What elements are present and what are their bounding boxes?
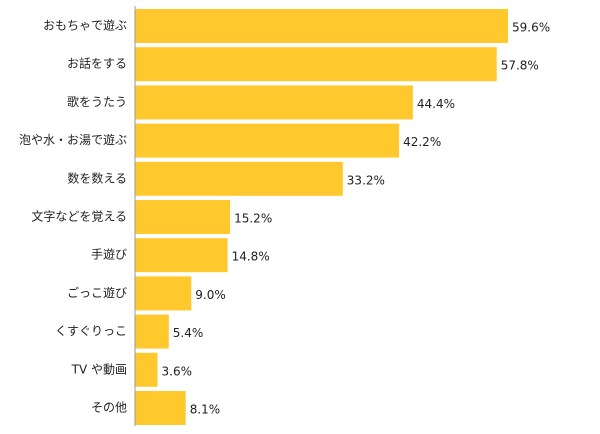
bar-8 bbox=[135, 314, 169, 349]
bar-0 bbox=[135, 9, 508, 43]
bar-6 bbox=[135, 238, 228, 273]
category-label-6: 手遊び bbox=[91, 247, 127, 262]
bar-4 bbox=[135, 161, 343, 196]
bar-3 bbox=[135, 123, 400, 158]
value-label-4: 33.2% bbox=[347, 173, 385, 187]
value-labels-group: 59.6% 57.8% 44.4% 42.2% 33.2% 15.2% 14.8% 9.0% 5… bbox=[162, 21, 551, 417]
value-label-0: 59.6% bbox=[512, 21, 550, 35]
bar-7 bbox=[135, 276, 192, 311]
category-label-10: その他 bbox=[91, 401, 127, 415]
category-label-3: 泡や水・お湯で遊ぶ bbox=[19, 132, 127, 147]
value-label-9: 3.6% bbox=[162, 364, 193, 378]
category-label-9: TV や動画 bbox=[71, 362, 127, 376]
category-label-1: お話をする bbox=[67, 56, 127, 71]
category-label-0: おもちゃで遊ぶ bbox=[43, 18, 127, 33]
category-labels-group: おもちゃで遊ぶお話をする歌をうたう泡や水・お湯で遊ぶ数を数える文字などを覚える手… bbox=[19, 18, 127, 415]
category-label-7: ごっこ遊び bbox=[67, 285, 127, 300]
value-label-8: 5.4% bbox=[173, 326, 204, 340]
bar-1 bbox=[135, 47, 497, 82]
value-label-1: 57.8% bbox=[501, 59, 539, 73]
category-label-4: 数を数える bbox=[67, 170, 127, 185]
value-label-5: 15.2% bbox=[234, 212, 272, 226]
value-label-3: 42.2% bbox=[403, 135, 441, 149]
category-label-5: 文字などを覚える bbox=[31, 209, 127, 224]
bar-2 bbox=[135, 85, 413, 120]
category-label-2: 歌をうたう bbox=[67, 94, 127, 109]
value-label-2: 44.4% bbox=[417, 97, 455, 111]
bar-5 bbox=[135, 200, 231, 234]
value-label-7: 9.0% bbox=[195, 288, 226, 302]
bars-group bbox=[135, 9, 508, 425]
value-label-10: 8.1% bbox=[190, 403, 221, 417]
category-label-8: くすぐりっこ bbox=[55, 324, 127, 338]
bar-9 bbox=[135, 352, 158, 387]
value-label-6: 14.8% bbox=[232, 250, 270, 264]
bar-10 bbox=[135, 391, 186, 425]
